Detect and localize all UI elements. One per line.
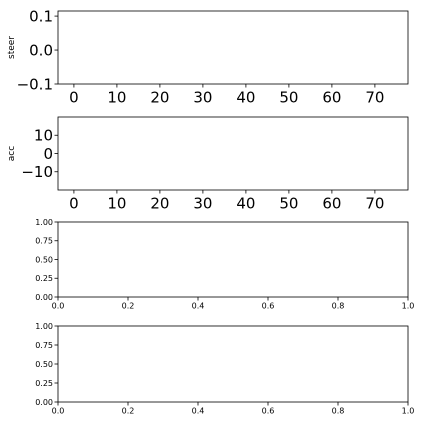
- subplot-3: 0.0 0.2 0.4 0.6 0.8 1.0 0.00 0.25 0.50 0.75 1.00: [35, 218, 414, 311]
- x-tick-label: 0.0: [52, 407, 65, 416]
- x-tick-label: 20: [150, 194, 169, 212]
- axes-frame: [57, 116, 409, 191]
- x-tick-label: 30: [193, 88, 212, 106]
- x-tick-label: 40: [236, 88, 255, 106]
- y-tick-label: 0.00: [35, 398, 53, 407]
- x-tick-label: 0.4: [192, 407, 205, 416]
- x-tick-label: 0.2: [122, 302, 135, 311]
- x-tick-label: 60: [322, 88, 341, 106]
- axes-frame: [57, 325, 409, 403]
- x-tick-label: 50: [279, 194, 298, 212]
- y-tick-label: 0: [43, 145, 53, 163]
- x-tick-label: 0.6: [262, 407, 275, 416]
- y-tick-label: −0.1: [17, 75, 53, 93]
- axes-frame: [57, 221, 409, 298]
- y-tick-label: 0.75: [35, 341, 53, 350]
- y-tick-label: 1.00: [35, 218, 53, 227]
- x-tick-label: 60: [322, 194, 341, 212]
- y-tick-label: 0.00: [35, 293, 53, 302]
- x-tick-label: 70: [365, 88, 384, 106]
- x-tick-label: 1.0: [402, 407, 415, 416]
- x-tick-label: 1.0: [402, 302, 415, 311]
- y-tick-label: 0.25: [35, 379, 53, 388]
- subplot-1: 0 10 20 30 40 50 60 70 −0.1 0.0 0.1 steer: [7, 7, 409, 106]
- y-tick-label: −10: [21, 163, 53, 181]
- y-tick-label: 0.50: [35, 255, 53, 264]
- y-tick-label: 0.50: [35, 360, 53, 369]
- x-tick-label: 30: [193, 194, 212, 212]
- x-tick-label: 0: [69, 88, 79, 106]
- x-tick-label: 0: [69, 194, 79, 212]
- y-tick-label: 0.75: [35, 237, 53, 246]
- y-tick-label: 0.25: [35, 274, 53, 283]
- x-tick-label: 0.8: [332, 302, 345, 311]
- x-tick-label: 20: [150, 88, 169, 106]
- x-tick-label: 50: [279, 88, 298, 106]
- subplot-4: 0.0 0.2 0.4 0.6 0.8 1.0 0.00 0.25 0.50 0.75 1.00: [35, 322, 414, 416]
- axes-frame: [57, 10, 409, 85]
- x-tick-label: 0.4: [192, 302, 205, 311]
- y-axis-label: steer: [7, 36, 17, 59]
- x-tick-label: 10: [107, 194, 126, 212]
- x-tick-label: 40: [236, 194, 255, 212]
- y-tick-label: 0.0: [29, 41, 53, 59]
- x-tick-label: 0.8: [332, 407, 345, 416]
- y-tick-label: 10: [34, 127, 53, 145]
- y-tick-label: 1.00: [35, 322, 53, 331]
- y-tick-label: 0.1: [29, 7, 53, 25]
- x-tick-label: 10: [107, 88, 126, 106]
- x-tick-label: 0.0: [52, 302, 65, 311]
- x-tick-label: 70: [365, 194, 384, 212]
- y-axis-label: acc: [7, 146, 17, 161]
- x-tick-label: 0.2: [122, 407, 135, 416]
- x-tick-label: 0.6: [262, 302, 275, 311]
